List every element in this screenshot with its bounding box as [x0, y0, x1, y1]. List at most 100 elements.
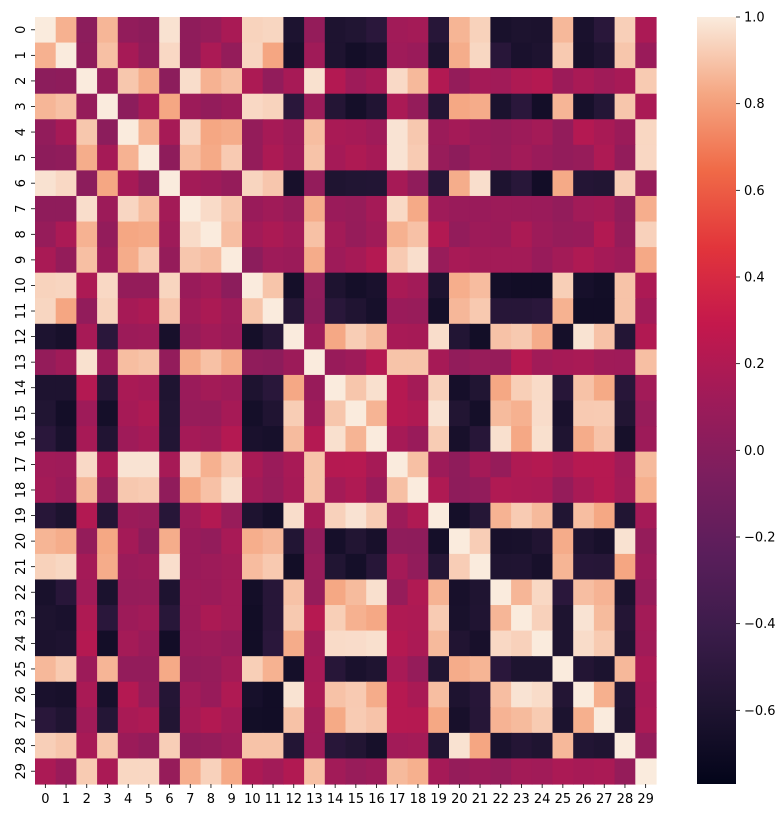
heatmap-cell-3-21 — [469, 93, 491, 120]
heatmap-cell-5-25 — [552, 144, 574, 171]
heatmap-cell-26-17 — [386, 681, 409, 708]
heatmap-cell-16-4 — [117, 426, 140, 453]
heatmap-cell-9-22 — [490, 247, 512, 274]
heatmap-cell-27-27 — [593, 707, 616, 734]
heatmap-cell-22-1 — [55, 579, 77, 606]
heatmap-cell-1-18 — [407, 42, 429, 69]
heatmap-cell-24-13 — [304, 630, 326, 657]
heatmap-cell-28-16 — [366, 732, 388, 760]
heatmap-cell-6-15 — [345, 170, 367, 197]
heatmap-cell-16-9 — [221, 426, 243, 453]
heatmap-cell-11-21 — [469, 298, 491, 325]
heatmap-cell-9-0 — [35, 247, 57, 274]
heatmap-cell-26-5 — [138, 681, 160, 708]
colorbar-tick-label-7: −0.4 — [744, 617, 776, 632]
heatmap-cell-15-17 — [386, 400, 409, 427]
heatmap-cell-6-10 — [242, 170, 264, 197]
x-tick-label-11: 11 — [265, 792, 282, 807]
heatmap-cell-27-24 — [531, 707, 554, 734]
heatmap-cell-4-5 — [138, 119, 160, 146]
heatmap-cell-26-0 — [35, 681, 57, 708]
heatmap-cell-15-28 — [614, 400, 636, 427]
heatmap-cell-29-27 — [593, 758, 616, 785]
heatmap-cell-17-10 — [242, 451, 264, 478]
heatmap-cell-0-20 — [449, 17, 471, 44]
heatmap-cell-0-22 — [490, 17, 512, 44]
heatmap-cell-20-12 — [283, 528, 305, 555]
heatmap-cell-13-10 — [242, 349, 264, 376]
heatmap-cell-4-19 — [428, 119, 450, 146]
heatmap-cell-24-11 — [262, 630, 284, 657]
heatmap-cell-26-24 — [531, 681, 554, 708]
heatmap-cell-10-9 — [221, 272, 243, 299]
heatmap-cell-13-4 — [117, 349, 140, 376]
heatmap-cell-27-14 — [324, 707, 347, 734]
heatmap-cell-16-21 — [469, 426, 491, 453]
heatmap-cell-22-21 — [469, 579, 491, 606]
heatmap-cell-21-11 — [262, 553, 284, 581]
heatmap-cell-23-5 — [138, 605, 160, 632]
heatmap-cell-26-28 — [614, 681, 636, 708]
heatmap-cell-12-5 — [138, 323, 160, 350]
heatmap-cell-26-3 — [97, 681, 119, 708]
heatmap-cell-21-13 — [304, 553, 326, 581]
heatmap-cell-0-28 — [614, 17, 636, 44]
heatmap-cell-13-15 — [345, 349, 367, 376]
heatmap-cell-6-24 — [531, 170, 554, 197]
heatmap-cell-1-24 — [531, 42, 554, 69]
heatmap-cell-0-0 — [35, 17, 57, 44]
heatmap-cell-29-26 — [573, 758, 595, 785]
heatmap-cell-5-27 — [593, 144, 616, 171]
heatmap-cell-2-22 — [490, 68, 512, 95]
heatmap-cell-12-7 — [179, 323, 202, 350]
heatmap-cell-0-19 — [428, 17, 450, 44]
heatmap-cell-21-6 — [159, 553, 181, 581]
heatmap-cell-24-5 — [138, 630, 160, 657]
heatmap-cell-6-19 — [428, 170, 450, 197]
x-tick-label-2: 2 — [83, 792, 91, 807]
heatmap-cell-21-12 — [283, 553, 305, 581]
heatmap-cell-22-18 — [407, 579, 429, 606]
heatmap-cell-28-1 — [55, 732, 77, 760]
heatmap-cell-2-1 — [55, 68, 77, 95]
heatmap-cell-21-25 — [552, 553, 574, 581]
heatmap-cell-18-19 — [428, 477, 450, 504]
heatmap-cell-14-24 — [531, 374, 554, 402]
heatmap-cell-1-11 — [262, 42, 284, 69]
heatmap-cell-20-21 — [469, 528, 491, 555]
heatmap-cell-7-20 — [449, 195, 471, 223]
heatmap-cell-11-12 — [283, 298, 305, 325]
heatmap-cell-9-16 — [366, 247, 388, 274]
heatmap-cell-3-2 — [76, 93, 98, 120]
heatmap-cell-18-1 — [55, 477, 77, 504]
heatmap-cell-1-27 — [593, 42, 616, 69]
heatmap-cell-20-10 — [242, 528, 264, 555]
heatmap-cell-23-20 — [449, 605, 471, 632]
heatmap-cell-6-22 — [490, 170, 512, 197]
heatmap-cell-29-1 — [55, 758, 77, 785]
heatmap-cell-1-28 — [614, 42, 636, 69]
heatmap-cell-24-0 — [35, 630, 57, 657]
heatmap-cell-11-11 — [262, 298, 284, 325]
heatmap-cell-2-11 — [262, 68, 284, 95]
heatmap-cell-22-5 — [138, 579, 160, 606]
y-tick-label-10: 10 — [14, 277, 29, 294]
heatmap-cell-22-25 — [552, 579, 574, 606]
heatmap-cell-1-14 — [324, 42, 347, 69]
heatmap-cell-24-24 — [531, 630, 554, 657]
heatmap-cell-1-2 — [76, 42, 98, 69]
heatmap-cell-14-1 — [55, 374, 77, 402]
heatmap-cell-10-16 — [366, 272, 388, 299]
heatmap-cell-27-12 — [283, 707, 305, 734]
heatmap-cell-12-15 — [345, 323, 367, 350]
heatmap-cell-6-23 — [511, 170, 533, 197]
heatmap-cell-7-0 — [35, 195, 57, 223]
heatmap-cell-25-25 — [552, 656, 574, 683]
heatmap-cell-15-23 — [511, 400, 533, 427]
heatmap-cell-15-27 — [593, 400, 616, 427]
heatmap-cell-26-10 — [242, 681, 264, 708]
heatmap-cell-12-3 — [97, 323, 119, 350]
y-tick-label-15: 15 — [14, 405, 29, 422]
heatmap-cell-1-1 — [55, 42, 77, 69]
heatmap-cell-14-22 — [490, 374, 512, 402]
